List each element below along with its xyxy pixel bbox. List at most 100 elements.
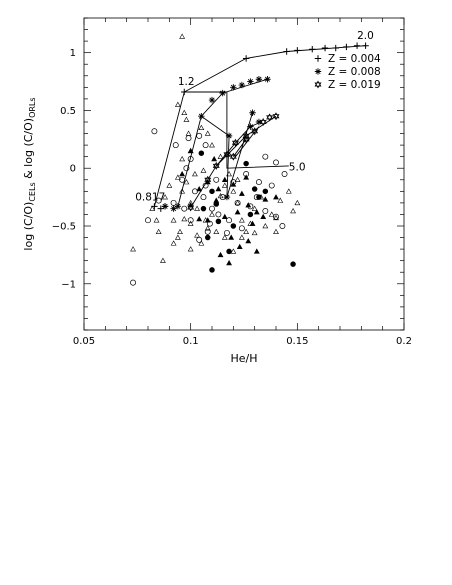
model-point-asterisk [208,96,216,104]
open-triangle-point [198,124,205,130]
open-triangle-point [213,228,220,234]
open-triangle-point [226,170,232,177]
filled-triangle-point [273,194,279,200]
model-points [151,42,369,212]
star-tri-up [229,152,237,159]
open-triangle-point [170,240,177,246]
open-triangle-point [221,234,228,240]
x-tick-label: 0.1 [183,336,199,347]
open-circle-point [262,153,269,160]
filled-circle-point [226,248,232,255]
star-tri-up [204,175,212,182]
open-triangle-point [194,205,200,211]
open-triangle-point [251,205,258,211]
star-tri-up [223,150,231,157]
star-tri-up [187,203,195,210]
model-point-asterisk [174,203,182,210]
mass-label: 0.817 [135,192,165,204]
model-point-asterisk [225,132,233,140]
open-triangle-point [204,130,211,136]
filled-triangle-point [253,248,260,254]
model-point-plus [353,42,361,49]
filled-circle-point [200,205,207,212]
filled-triangle-point [187,147,194,154]
open-triangle-point [209,142,215,148]
filled-circle-point [204,234,211,241]
open-triangle-point [177,228,183,234]
x-axis-label: He/H [230,352,257,365]
legend-marker-star [314,80,322,89]
open-circle-point [273,159,279,166]
open-triangle-point [153,217,160,223]
star-tri-up [212,161,220,168]
model-point-star [229,152,237,161]
model-track-line [184,91,289,169]
filled-triangle-point [228,234,235,240]
open-circle-point [202,142,209,149]
filled-triangle-point [196,186,203,192]
open-circle-point [209,205,215,212]
open-circle-point [151,128,158,135]
model-point-asterisk [198,113,205,120]
filled-triangle-point [234,209,241,215]
model-point-star [212,161,220,170]
y-tick-label: −0.5 [52,222,76,233]
filled-triangle-point [249,220,256,226]
filled-triangle-point [236,243,243,250]
filled-triangle-point [243,174,250,180]
open-circle-point [196,132,203,139]
model-point-asterisk [255,118,263,126]
open-circle-point [185,135,192,142]
model-point-asterisk [230,84,237,91]
star-tri-up [251,127,259,134]
model-point-plus [309,46,316,53]
model-point-star [204,175,212,184]
open-circle-point [170,199,177,206]
filled-circle-point [209,188,215,195]
open-triangle-point [166,182,173,188]
plot-frame [83,17,405,331]
model-point-asterisk [255,76,263,83]
open-circle-point [155,197,162,204]
filled-triangle-point [226,259,232,266]
open-circle-point [183,165,190,172]
model-point-asterisk [170,205,177,212]
y-axis-label: log (C/O)CELs & log (C/O)ORLs [22,97,37,250]
open-triangle-point [155,228,162,234]
open-triangle-point [192,170,198,177]
open-triangle-point [194,232,200,238]
star-tri-down [223,152,231,159]
legend-marker-plus [314,55,322,62]
open-triangle-point [179,155,186,162]
open-triangle-point [149,205,156,211]
open-triangle-point [183,116,190,122]
y-tick-label: 0 [70,164,76,175]
open-triangle-point [179,188,186,194]
open-circle-point [187,156,194,162]
open-triangle-point [170,217,177,223]
filled-triangle-point [238,190,245,196]
open-triangle-point [268,211,275,217]
tick-labels: 0.05 0.1 0.15 0.2 −1 −0.5 0 0.5 1 [52,48,412,347]
model-point-plus [343,43,350,51]
legend-label: Z = 0.008 [328,66,381,78]
model-point-asterisk [247,123,254,130]
model-point-star [259,118,267,126]
open-circle-point [226,217,233,224]
model-track-line [235,126,260,157]
open-triangle-point [285,188,292,194]
open-triangle-point [273,214,279,221]
y-label-sub2: ORLs [28,97,37,117]
observed-points [130,33,301,286]
legend-label: Z = 0.004 [328,53,381,65]
model-point-star [187,203,195,212]
open-circle-point [145,217,151,224]
open-circle-point [273,213,279,220]
open-triangle-point [198,240,205,246]
open-triangle-point [162,194,168,200]
star-tri-down [242,133,250,140]
filled-circle-point [290,261,296,267]
filled-triangle-point [245,202,252,208]
open-circle-point [204,228,211,235]
x-tick-label: 0.05 [73,336,95,347]
